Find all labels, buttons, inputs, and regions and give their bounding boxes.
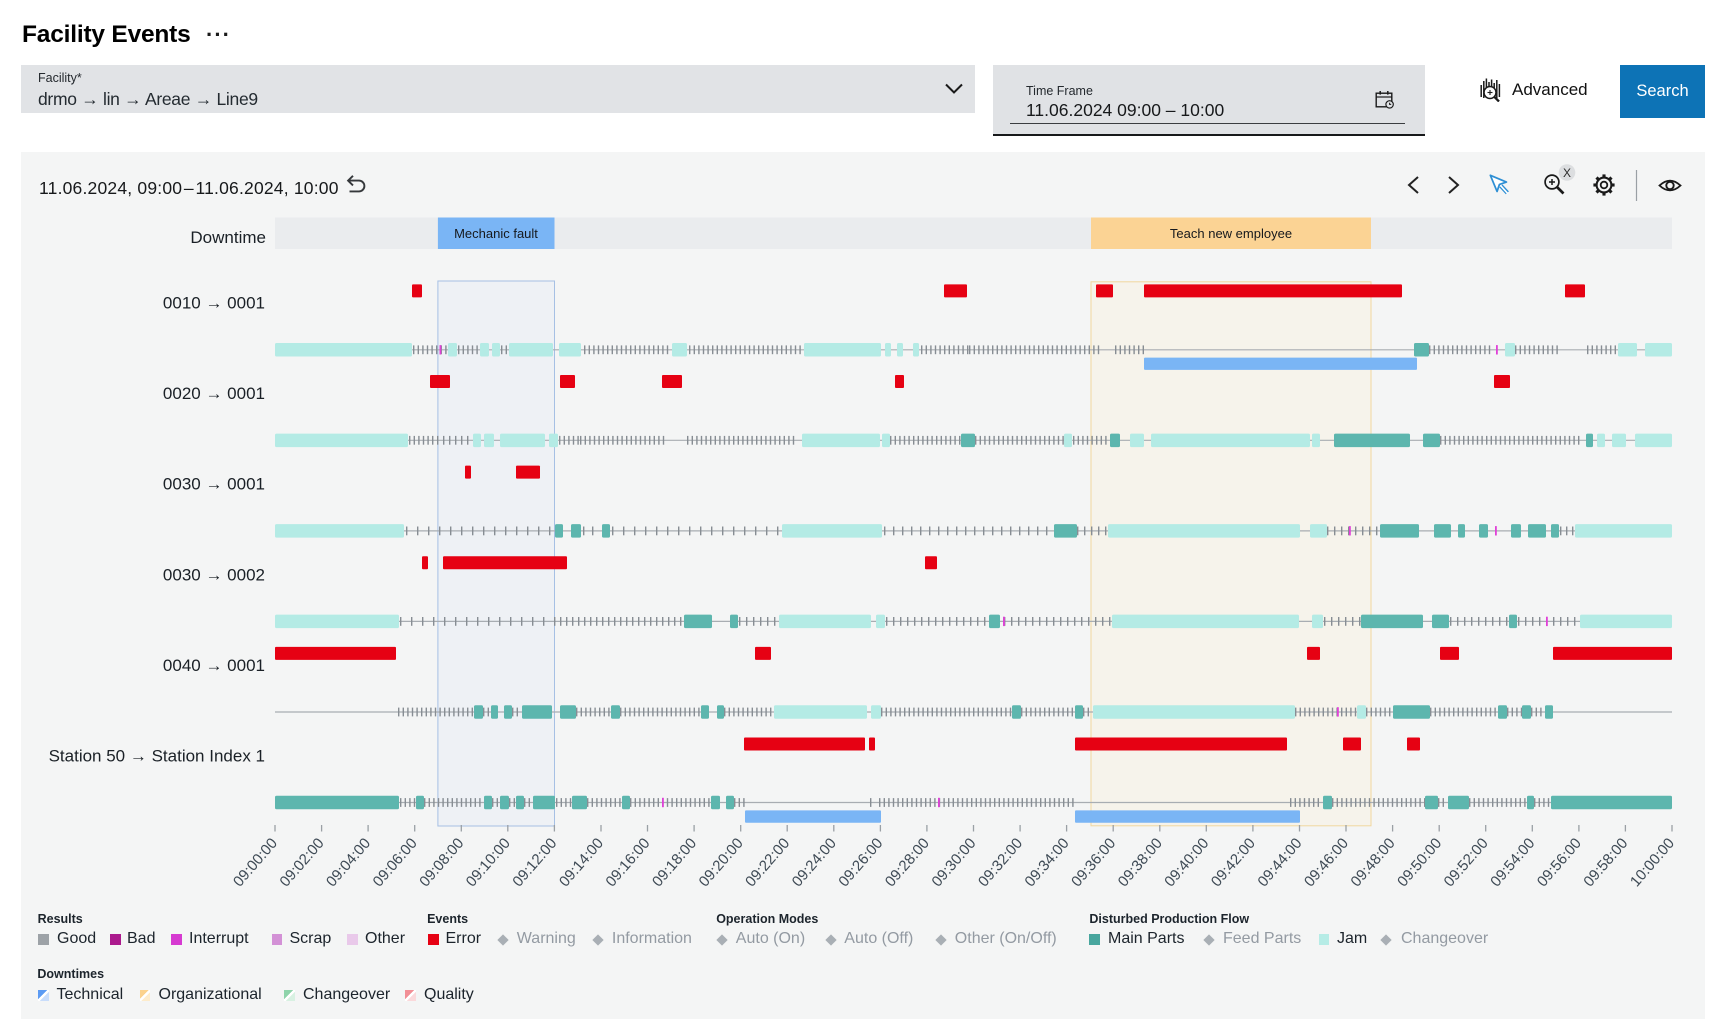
svg-text:09:18:00: 09:18:00 bbox=[649, 835, 700, 890]
svg-text:09:02:00: 09:02:00 bbox=[276, 835, 327, 890]
svg-text:09:48:00: 09:48:00 bbox=[1347, 835, 1398, 890]
svg-text:09:16:00: 09:16:00 bbox=[602, 835, 653, 890]
svg-text:X: X bbox=[1563, 166, 1571, 180]
svg-text:09:22:00: 09:22:00 bbox=[742, 835, 793, 890]
svg-text:Station 50 → Station Index 1: Station 50 → Station Index 1 bbox=[49, 747, 265, 766]
svg-text:09:38:00: 09:38:00 bbox=[1115, 835, 1166, 890]
svg-text:09:54:00: 09:54:00 bbox=[1487, 835, 1538, 890]
svg-text:09:06:00: 09:06:00 bbox=[370, 835, 421, 890]
svg-text:09:46:00: 09:46:00 bbox=[1301, 835, 1352, 890]
svg-text:09:10:00: 09:10:00 bbox=[463, 835, 514, 890]
svg-text:09:42:00: 09:42:00 bbox=[1208, 835, 1259, 890]
svg-text:09:00:00: 09:00:00 bbox=[230, 835, 281, 890]
svg-text:09:28:00: 09:28:00 bbox=[882, 835, 933, 890]
svg-text:09:58:00: 09:58:00 bbox=[1580, 835, 1631, 890]
svg-text:09:32:00: 09:32:00 bbox=[975, 835, 1026, 890]
svg-text:0010 → 0001: 0010 → 0001 bbox=[163, 294, 265, 313]
svg-text:09:08:00: 09:08:00 bbox=[416, 835, 467, 890]
svg-text:09:26:00: 09:26:00 bbox=[835, 835, 886, 890]
svg-text:09:30:00: 09:30:00 bbox=[928, 835, 979, 890]
svg-text:09:04:00: 09:04:00 bbox=[323, 835, 374, 890]
svg-text:09:34:00: 09:34:00 bbox=[1021, 835, 1072, 890]
svg-text:10:00:00: 10:00:00 bbox=[1627, 835, 1678, 890]
svg-text:09:12:00: 09:12:00 bbox=[509, 835, 560, 890]
svg-text:0040 → 0001: 0040 → 0001 bbox=[163, 656, 265, 675]
svg-text:Teach new employee: Teach new employee bbox=[1170, 226, 1292, 241]
svg-text:09:24:00: 09:24:00 bbox=[789, 835, 840, 890]
svg-text:09:40:00: 09:40:00 bbox=[1161, 835, 1212, 890]
svg-text:0020 → 0001: 0020 → 0001 bbox=[163, 384, 265, 403]
svg-text:09:14:00: 09:14:00 bbox=[556, 835, 607, 890]
svg-text:09:50:00: 09:50:00 bbox=[1394, 835, 1445, 890]
svg-text:0030 → 0001: 0030 → 0001 bbox=[163, 475, 265, 494]
svg-text:09:44:00: 09:44:00 bbox=[1254, 835, 1305, 890]
svg-text:09:52:00: 09:52:00 bbox=[1441, 835, 1492, 890]
svg-text:09:20:00: 09:20:00 bbox=[696, 835, 747, 890]
svg-text:09:36:00: 09:36:00 bbox=[1068, 835, 1119, 890]
svg-text:Mechanic fault: Mechanic fault bbox=[454, 226, 538, 241]
svg-text:09:56:00: 09:56:00 bbox=[1534, 835, 1585, 890]
svg-text:0030 → 0002: 0030 → 0002 bbox=[163, 565, 265, 584]
